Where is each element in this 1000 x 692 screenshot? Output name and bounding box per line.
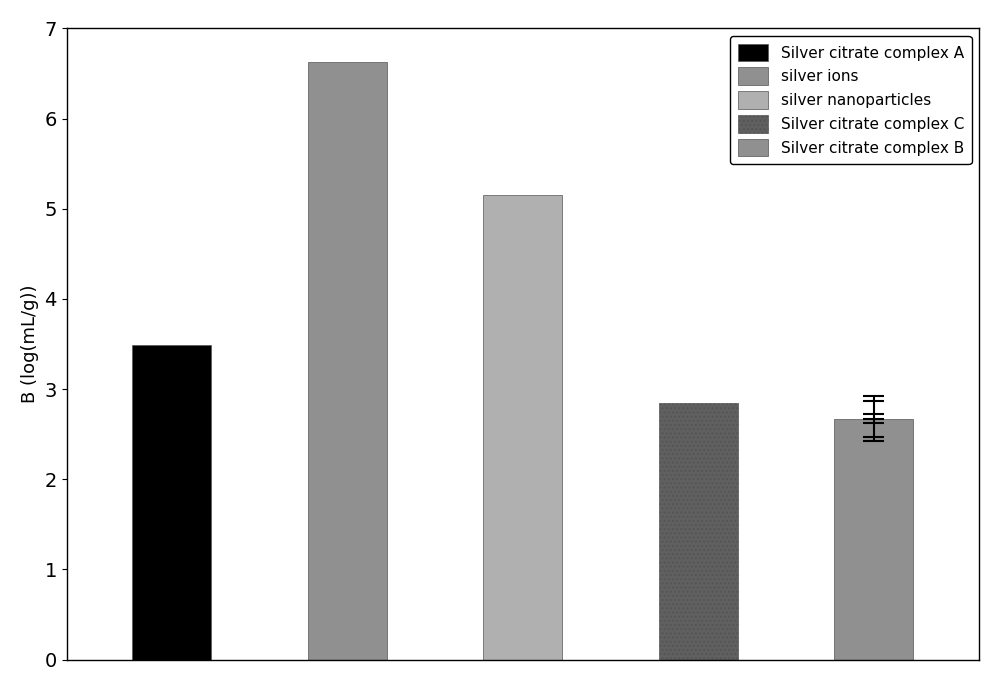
Legend: Silver citrate complex A, silver ions, silver nanoparticles, Silver citrate comp: Silver citrate complex A, silver ions, s… xyxy=(730,36,972,164)
Bar xyxy=(659,403,738,659)
Y-axis label: B (log(mL/g)): B (log(mL/g)) xyxy=(21,284,39,403)
Bar xyxy=(834,419,913,659)
Bar xyxy=(483,195,562,659)
Bar xyxy=(308,62,387,659)
Bar xyxy=(132,345,211,659)
